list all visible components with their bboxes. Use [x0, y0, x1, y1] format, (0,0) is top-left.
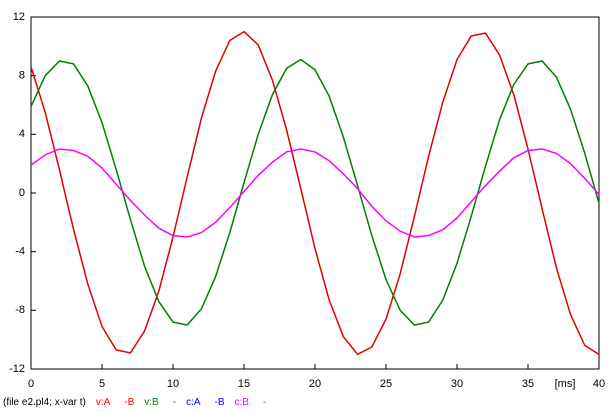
x-tick-label: 15	[238, 378, 250, 390]
legend-item: -B	[215, 397, 225, 408]
series-line	[30, 30, 600, 356]
y-tick-label: 12	[13, 11, 25, 23]
x-tick-label: 0	[28, 378, 34, 390]
legend-item: v:B	[144, 397, 159, 408]
y-tick-label: -12	[9, 363, 25, 375]
x-tick-label: 5	[99, 378, 105, 390]
legend-item: (file e2.pl4; x-var t)	[3, 397, 86, 408]
legend-item: -B	[124, 397, 134, 408]
x-tick-label: 10	[167, 378, 179, 390]
y-tick-label: 0	[19, 187, 25, 199]
x-tick-label: 25	[380, 378, 392, 390]
legend-item: c:B	[235, 397, 250, 408]
y-tick-label: 4	[19, 128, 25, 140]
x-tick-label: 20	[309, 378, 321, 390]
legend: (file e2.pl4; x-var t) v:A -B v:B - c:A -B c:B -	[3, 397, 266, 408]
legend-item: -	[173, 397, 176, 408]
x-tick-label: 40	[593, 378, 605, 390]
y-tick-label: -8	[15, 304, 25, 316]
x-unit-label: [ms]	[555, 378, 576, 390]
y-tick-label: 8	[19, 70, 25, 82]
x-tick-label: 35	[522, 378, 534, 390]
legend-item: c:A	[186, 397, 201, 408]
series-line	[30, 58, 600, 326]
y-tick-label: -4	[15, 246, 25, 258]
series-line	[30, 148, 600, 238]
x-tick-label: 30	[451, 378, 463, 390]
legend-item: v:A	[96, 397, 111, 408]
legend-item: -	[263, 397, 266, 408]
